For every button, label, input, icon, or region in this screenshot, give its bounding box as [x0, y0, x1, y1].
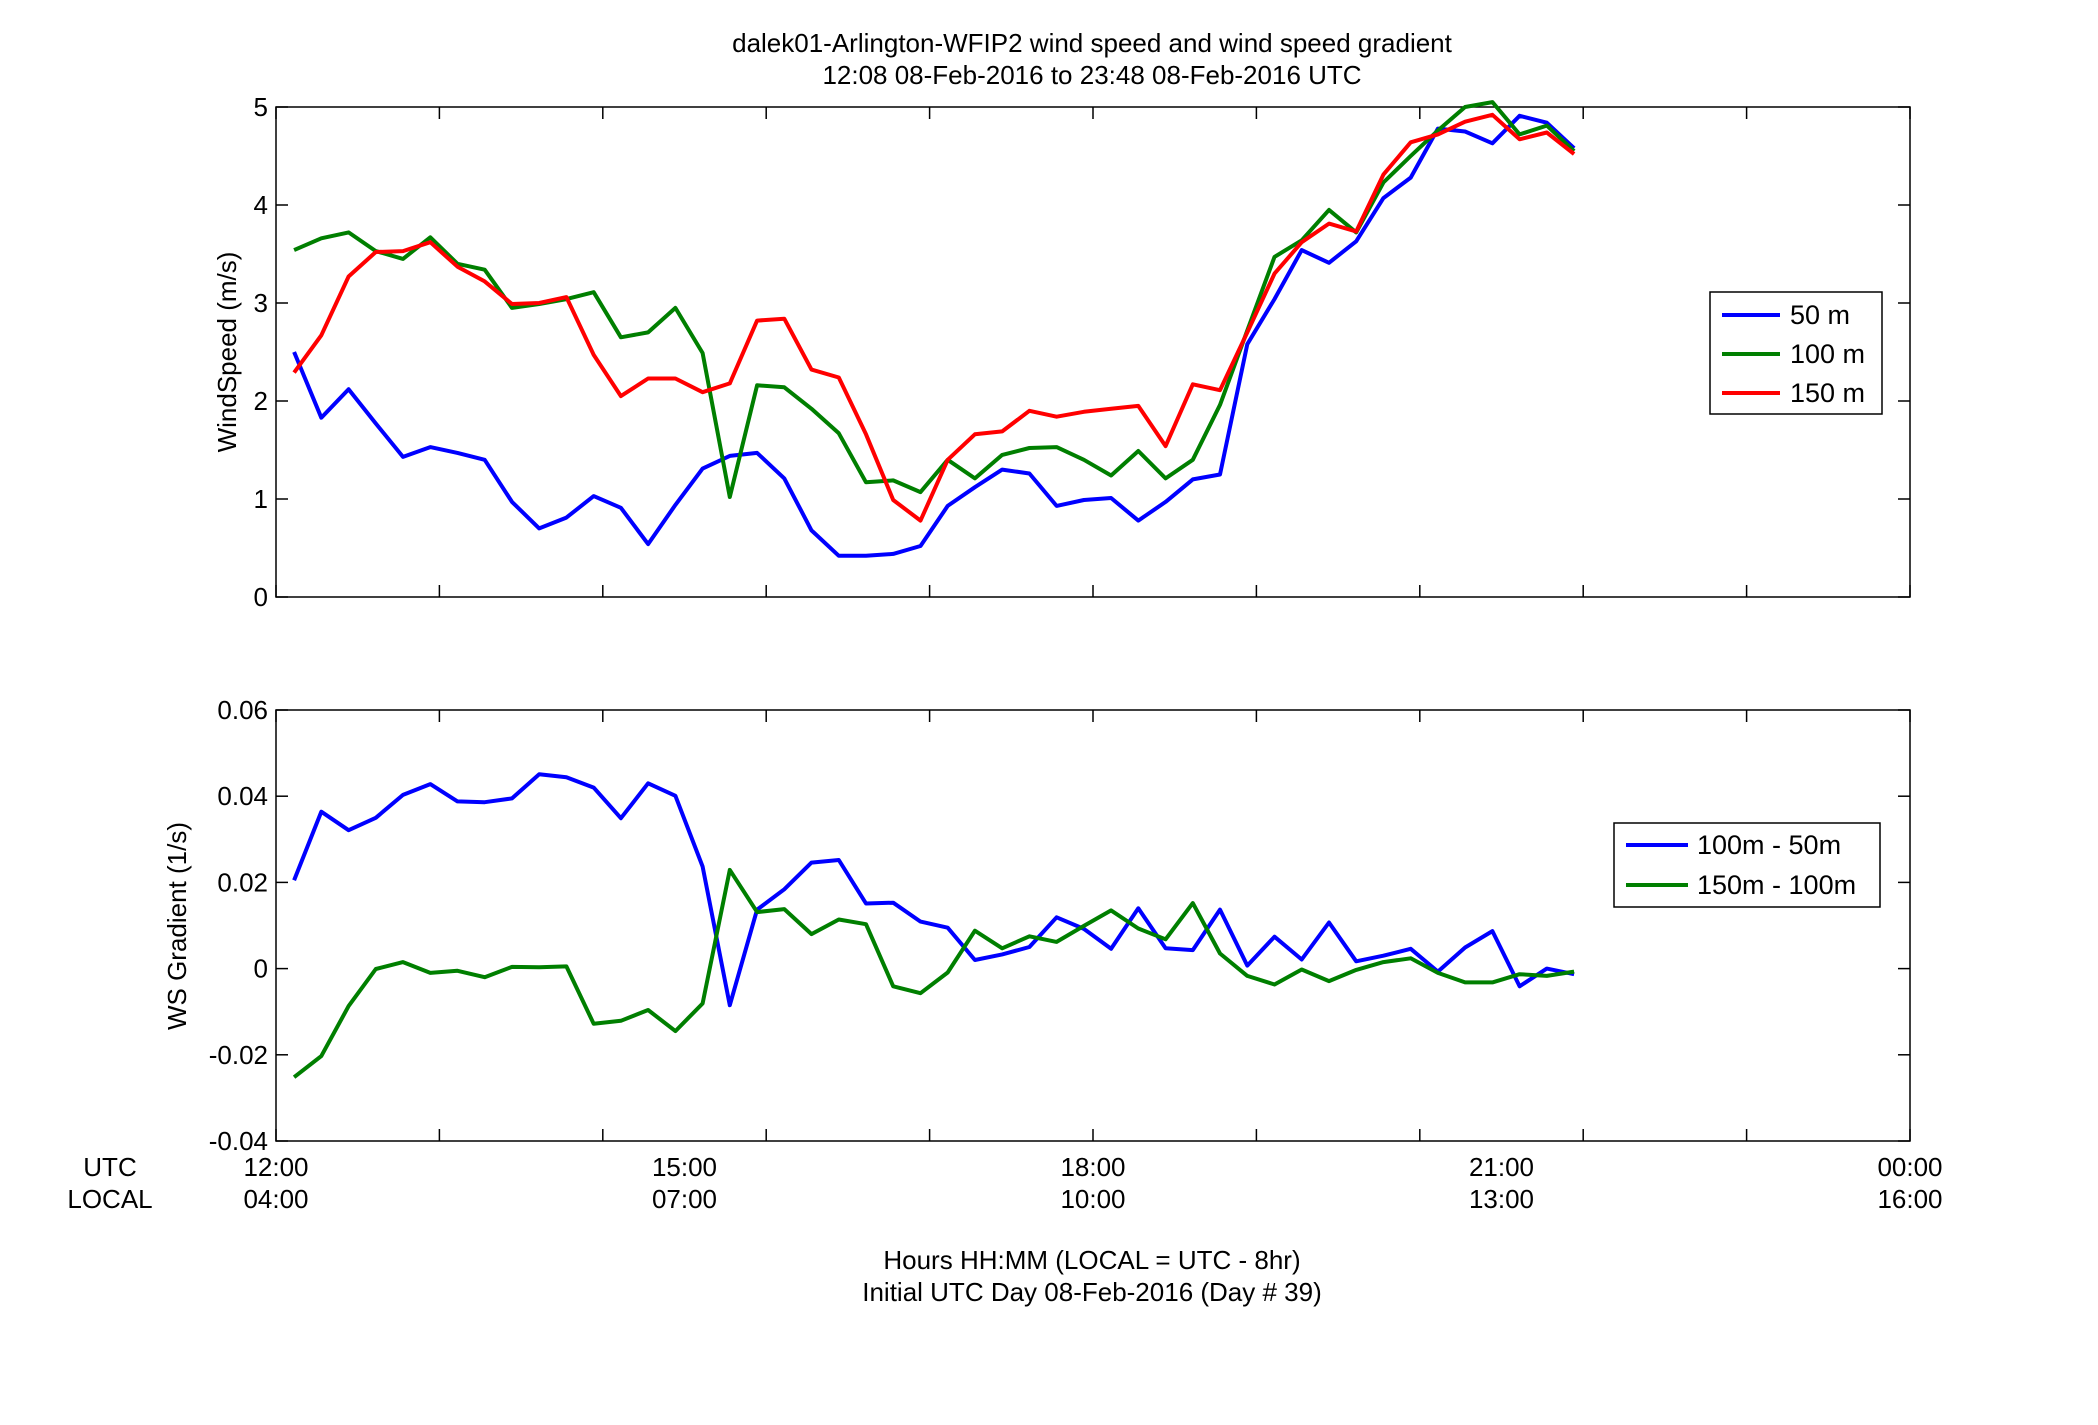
legend-label-150m: 150 m	[1790, 378, 1865, 408]
wind-speed-ytick-label: 1	[254, 484, 268, 514]
gradient-ytick-label: -0.02	[209, 1040, 268, 1070]
legend-label-50m: 50 m	[1790, 300, 1850, 330]
legend-label-150m-100m: 150m - 100m	[1697, 870, 1856, 900]
gradient-legend: 100m - 50m 150m - 100m	[1613, 822, 1881, 908]
gradient-ytick-label: 0	[254, 954, 268, 984]
wind-speed-ytick-label: 2	[254, 386, 268, 416]
local-tick-label: 13:00	[1469, 1184, 1534, 1214]
utc-tick-label: 18:00	[1060, 1152, 1125, 1182]
utc-tick-label: 15:00	[652, 1152, 717, 1182]
gradient-ylabel: WS Gradient (1/s)	[162, 822, 192, 1030]
gradient-plot-area	[275, 709, 1911, 1142]
wind-speed-ylabel: WindSpeed (m/s)	[212, 252, 242, 453]
local-row-label: LOCAL	[67, 1184, 152, 1214]
wind-speed-series-150m	[292, 112, 1576, 523]
wind-speed-plot-area	[275, 106, 1911, 598]
gradient-ytick-label: 0.02	[217, 867, 268, 897]
gradient-series-150m-100m	[292, 867, 1575, 1079]
gradient-ticks: -0.04 -0.02 0 0.02 0.04 0.06	[209, 695, 1911, 1156]
utc-tick-label: 00:00	[1877, 1152, 1942, 1182]
wind-speed-ytick-label: 0	[254, 582, 268, 612]
gradient-plot: -0.04 -0.02 0 0.02 0.04 0.06 WS Gradient (1/s…	[162, 695, 1911, 1156]
wind-speed-ytick-label: 4	[254, 190, 268, 220]
utc-tick-label: 21:00	[1469, 1152, 1534, 1182]
legend-label-100m: 100 m	[1790, 339, 1865, 369]
local-tick-label: 10:00	[1060, 1184, 1125, 1214]
utc-tick-label: 12:00	[243, 1152, 308, 1182]
gradient-ytick-label: -0.04	[209, 1126, 268, 1156]
chart-title: dalek01-Arlington-WFIP2 wind speed and w…	[732, 28, 1453, 58]
wind-speed-ytick-label: 5	[254, 92, 268, 122]
wind-speed-series-50m	[292, 113, 1576, 558]
wind-speed-plot: 0 1 2 3 4 5 WindSpeed (m/s) 50 m 100 m 150 m	[212, 92, 1911, 612]
gradient-ytick-label: 0.04	[217, 781, 268, 811]
wind-speed-legend: 50 m 100 m 150 m	[1709, 291, 1883, 415]
legend-label-100m-50m: 100m - 50m	[1697, 830, 1841, 860]
local-tick-label: 07:00	[652, 1184, 717, 1214]
wind-speed-ticks: 0 1 2 3 4 5	[254, 92, 1911, 612]
gradient-ytick-label: 0.06	[217, 695, 268, 725]
wind-speed-lines	[292, 100, 1576, 558]
utc-row-label: UTC	[83, 1152, 136, 1182]
chart-subtitle: 12:08 08-Feb-2016 to 23:48 08-Feb-2016 U…	[822, 60, 1361, 90]
gradient-lines	[292, 772, 1575, 1079]
xlabel: Hours HH:MM (LOCAL = UTC - 8hr)	[883, 1245, 1300, 1275]
xlabel-subtitle: Initial UTC Day 08-Feb-2016 (Day # 39)	[862, 1277, 1322, 1307]
wind-speed-ytick-label: 3	[254, 288, 268, 318]
local-tick-label: 16:00	[1877, 1184, 1942, 1214]
local-tick-label: 04:00	[243, 1184, 308, 1214]
gradient-series-100m-50m	[292, 772, 1575, 1008]
gradient-legend-box	[1613, 822, 1881, 908]
